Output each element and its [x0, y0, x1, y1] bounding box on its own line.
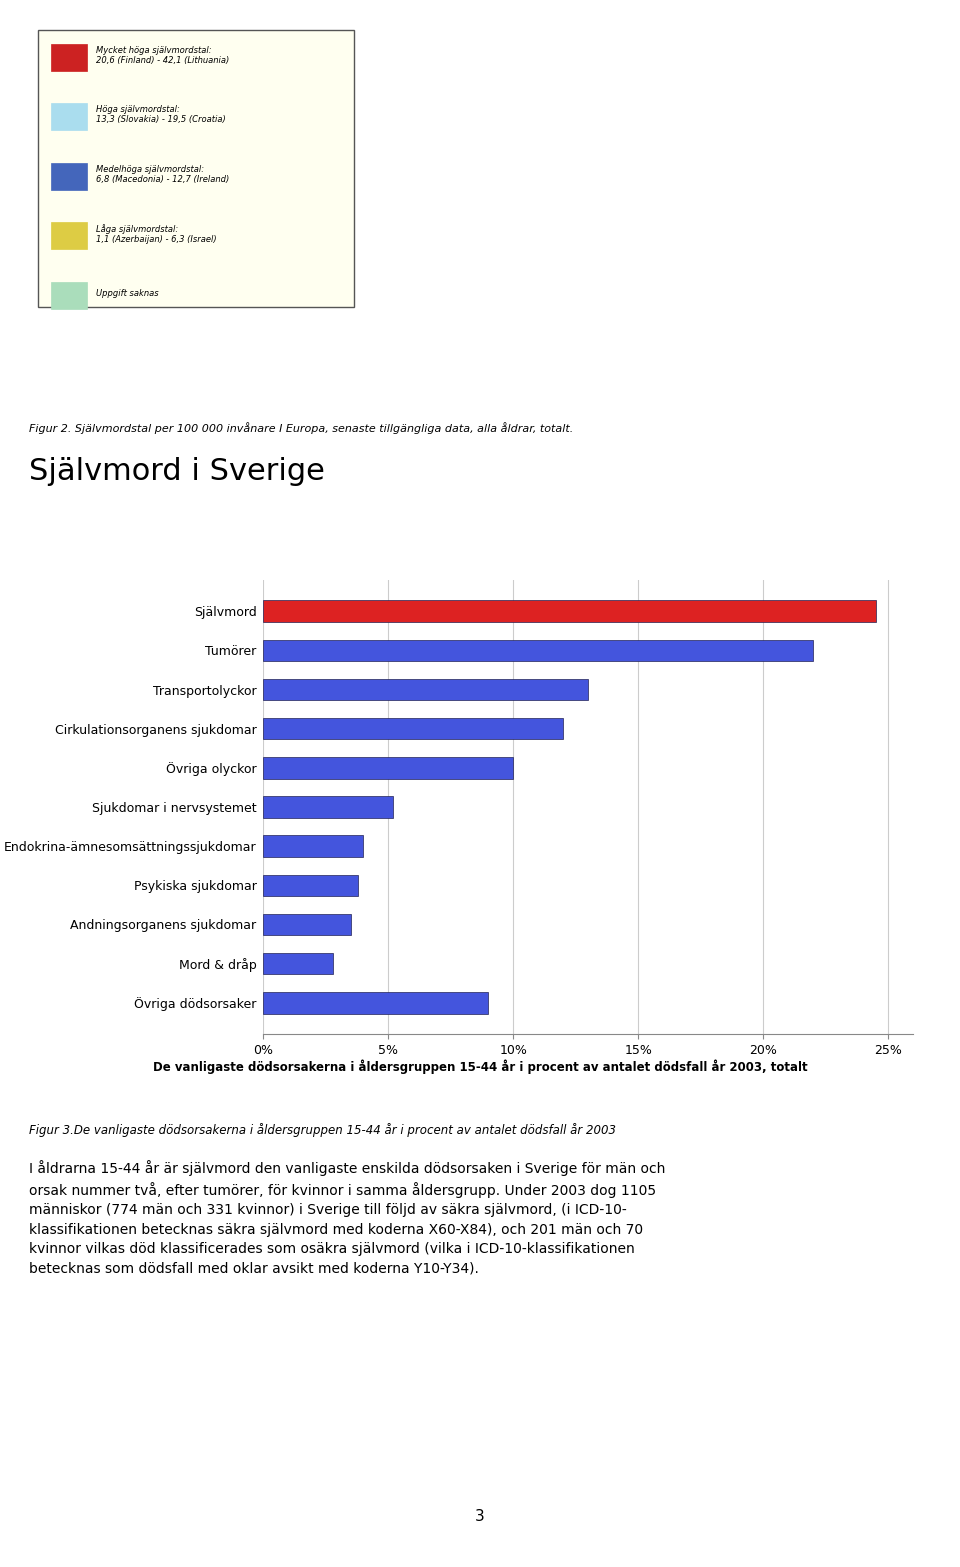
Bar	[263, 679, 588, 700]
Bar	[52, 223, 87, 249]
FancyBboxPatch shape	[37, 30, 353, 307]
Bar	[263, 600, 876, 622]
Text: De vanligaste dödsorsakerna i åldersgruppen 15-44 år i procent av antalet dödsfa: De vanligaste dödsorsakerna i åldersgrup…	[153, 1059, 807, 1075]
Bar	[263, 992, 489, 1014]
Bar	[263, 835, 364, 857]
Bar	[263, 639, 813, 661]
Text: 3: 3	[475, 1509, 485, 1523]
Text: Uppgift saknas: Uppgift saknas	[96, 288, 159, 298]
Text: Figur 3.De vanligaste dödsorsakerna i åldersgruppen 15-44 år i procent av antale: Figur 3.De vanligaste dödsorsakerna i ål…	[29, 1124, 615, 1136]
Text: Höga självmordstal:
13,3 (Slovakia) - 19,5 (Croatia): Höga självmordstal: 13,3 (Slovakia) - 19…	[96, 105, 227, 124]
Bar	[52, 103, 87, 130]
Text: Låga självmordstal:
1,1 (Azerbaijan) - 6,3 (Israel): Låga självmordstal: 1,1 (Azerbaijan) - 6…	[96, 224, 217, 244]
Text: Medelhöga självmordstal:
6,8 (Macedonia) - 12,7 (Ireland): Medelhöga självmordstal: 6,8 (Macedonia)…	[96, 165, 229, 183]
Text: Figur 2. Självmordstal per 100 000 invånare I Europa, senaste tillgängliga data,: Figur 2. Självmordstal per 100 000 invån…	[29, 422, 573, 434]
Bar	[263, 953, 333, 975]
Bar	[263, 796, 394, 818]
Bar	[263, 914, 351, 935]
Bar	[52, 44, 87, 71]
Text: Mycket höga självmordstal:
20,6 (Finland) - 42,1 (Lithuania): Mycket höga självmordstal: 20,6 (Finland…	[96, 45, 229, 64]
Bar	[263, 757, 514, 779]
Bar	[52, 282, 87, 309]
Bar	[263, 874, 358, 896]
Bar	[263, 718, 564, 740]
Bar	[52, 163, 87, 190]
Text: Självmord i Sverige: Självmord i Sverige	[29, 458, 324, 486]
Text: I åldrarna 15-44 år är självmord den vanligaste enskilda dödsorsaken i Sverige f: I åldrarna 15-44 år är självmord den van…	[29, 1160, 665, 1276]
